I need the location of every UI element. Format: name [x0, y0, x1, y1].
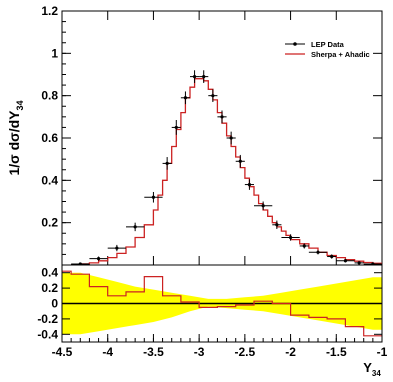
ratio-x-tick-label: -1.5	[326, 345, 347, 359]
data-point-marker	[238, 159, 242, 163]
data-point-marker	[151, 195, 156, 199]
main-y-tick-label: 0.6	[41, 131, 58, 145]
main-y-tick-label: 0.8	[41, 89, 58, 103]
data-point-marker	[192, 75, 197, 79]
ratio-series-line	[62, 270, 382, 337]
data-point	[244, 179, 254, 190]
main-y-tick-label: 0.4	[41, 173, 58, 187]
ratio-y-ticks: -0.4-0.20 0.20.4	[37, 266, 382, 341]
data-point	[272, 220, 282, 230]
data-point-marker	[229, 136, 233, 140]
ratio-x-tick-label: -2.5	[235, 345, 256, 359]
data-point-marker	[183, 96, 188, 100]
data-point-marker	[302, 244, 306, 248]
data-point-marker	[316, 250, 320, 254]
data-point-marker	[275, 223, 279, 227]
ratio-x-tick-label: -4	[102, 345, 113, 359]
model-series-line	[71, 78, 382, 266]
ratio-x-ticks: -4.5 -4 -3.5 -3 -2.5 -2 -1.5 -1	[52, 334, 388, 359]
x-axis-label-subscript: 34	[372, 369, 381, 378]
main-y-tick-label: 1	[51, 46, 58, 60]
data-point-marker	[211, 94, 215, 98]
legend-model-label: Sherpa + Ahadic	[311, 50, 370, 59]
data-point	[217, 110, 227, 124]
svg-text:1/σ dσ/dY34: 1/σ dσ/dY34	[6, 100, 25, 175]
data-point	[254, 201, 273, 210]
ratio-y-tick-label: -0.2	[37, 312, 58, 326]
data-point	[226, 131, 236, 145]
data-points	[71, 70, 382, 266]
data-point	[162, 157, 172, 170]
data-point-marker	[115, 246, 119, 250]
data-point	[126, 222, 145, 232]
ratio-plot-panel: -0.4-0.20 0.20.4 -4.5 -4 -3.5 -3 -2.5 -2 -1.5 -1	[37, 264, 388, 359]
main-y-ticks: 0.2 0.4 0.6 0.8 1 1.2	[41, 4, 382, 255]
ratio-y-tick-label: 0.4	[41, 266, 58, 280]
data-point	[208, 89, 218, 103]
data-point	[199, 70, 209, 83]
ratio-y-tick-label: 0.2	[41, 281, 58, 295]
ratio-x-tick-label: -3.5	[143, 345, 164, 359]
main-plot-panel: 0.2 0.4 0.6 0.8 1 1.2 SHERPA LEP Data Sherpa …	[41, 4, 383, 266]
data-point	[144, 191, 163, 203]
data-point	[327, 254, 337, 259]
data-point	[336, 259, 355, 263]
data-point-marker	[357, 261, 361, 265]
data-point	[190, 70, 200, 83]
data-point	[354, 261, 364, 265]
y-axis-label-subscript: 34	[15, 100, 25, 110]
ratio-y-tick-label: 0	[51, 297, 58, 311]
ratio-x-tick-label: -2	[285, 345, 296, 359]
legend: LEP Data Sherpa + Ahadic	[285, 40, 370, 59]
data-point-marker	[174, 125, 178, 130]
ratio-x-tick-label: -4.5	[52, 345, 73, 359]
main-y-tick-label: 0.2	[41, 216, 58, 230]
data-point	[107, 244, 126, 252]
data-point-marker	[247, 182, 252, 187]
data-point	[180, 91, 190, 105]
ratio-x-tick-label: -3	[194, 345, 205, 359]
ratio-y-tick-label: -0.4	[37, 327, 58, 341]
data-point-marker	[96, 257, 101, 261]
data-point	[235, 154, 245, 168]
data-point	[308, 250, 328, 255]
data-point-marker	[202, 75, 206, 79]
data-point-marker	[165, 161, 169, 165]
data-point	[281, 234, 300, 241]
y-axis-label-main: 1/σ dσ/dY	[6, 110, 22, 176]
data-point-marker	[220, 115, 224, 119]
data-point-marker	[133, 225, 137, 229]
x-axis-label: Y34	[363, 360, 381, 378]
data-point	[299, 243, 309, 249]
data-point-marker	[288, 235, 293, 240]
ratio-x-tick-label: -1	[377, 345, 388, 359]
data-point-marker	[343, 259, 348, 263]
watermark: SHERPA	[68, 233, 130, 250]
data-point	[89, 256, 108, 261]
main-y-tick-label: 1.2	[41, 4, 58, 18]
legend-data-label: LEP Data	[311, 40, 345, 49]
y-axis-label: 1/σ dσ/dY34	[6, 100, 25, 175]
legend-data-dot	[293, 42, 297, 46]
x-axis-label-main: Y	[363, 360, 372, 375]
data-point-marker	[261, 204, 265, 208]
data-point-marker	[330, 254, 334, 259]
data-point	[171, 120, 181, 135]
